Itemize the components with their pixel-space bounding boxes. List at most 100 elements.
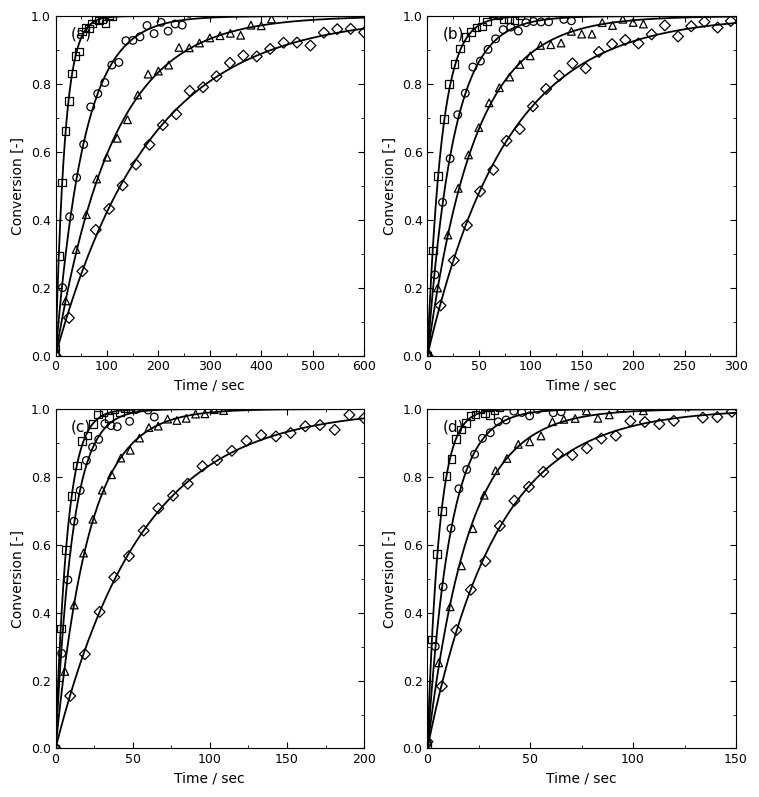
Point [136,401,148,414]
Point [118,401,130,414]
Point [255,19,267,32]
Point [170,108,182,120]
Point [566,449,578,461]
Point [450,624,462,637]
Point [65,489,77,502]
Point [169,18,181,30]
Point [115,452,127,465]
Point [465,26,477,38]
Point [65,689,77,702]
Point [478,489,490,501]
Point [474,402,487,415]
Point [581,442,593,455]
Point [438,112,450,125]
Point [106,10,118,23]
Point [514,123,526,135]
Point [421,349,433,362]
Point [443,77,455,90]
Point [545,38,557,51]
Point [493,401,505,414]
Point [452,108,464,121]
Point [479,407,491,420]
Point [586,28,598,41]
Point [509,14,521,27]
Point [421,739,433,752]
Point [444,152,456,165]
Point [627,16,639,29]
Point [225,27,237,40]
Point [498,13,510,26]
Point [569,412,581,425]
Point [465,583,477,596]
Point [93,606,106,618]
Point [535,430,547,442]
Point [134,432,146,445]
Point [153,502,165,515]
Point [431,548,443,560]
Point [77,547,90,559]
Point [436,196,449,209]
Point [626,399,638,412]
Point [514,9,526,22]
Point [190,408,202,421]
Point [130,403,142,416]
Point [208,403,220,416]
Point [105,419,117,432]
Point [183,41,195,54]
Point [64,210,76,223]
Point [98,406,110,419]
Point [153,65,165,77]
Point [148,27,160,40]
Point [68,599,80,611]
Text: (d): (d) [442,419,465,434]
Point [592,412,604,425]
Point [531,403,543,416]
Point [487,163,499,176]
Point [285,426,297,439]
Point [113,56,125,69]
Point [87,441,99,453]
Point [429,269,441,281]
Point [218,404,230,417]
Point [85,100,97,113]
Point [534,39,546,52]
Point [448,254,460,267]
Point [467,522,479,535]
Point [494,520,506,532]
Point [558,13,570,26]
Point [225,445,238,457]
Point [155,16,167,29]
Point [497,23,509,36]
Point [421,347,433,359]
Point [547,406,559,419]
Point [685,20,698,33]
Point [672,30,684,43]
Point [56,176,68,189]
Point [555,406,567,418]
Point [446,453,458,465]
Point [593,45,605,58]
Point [653,418,666,430]
Point [81,430,93,442]
Point [69,50,81,63]
Point [461,219,473,232]
Point [157,119,169,132]
Point [114,406,126,419]
Point [80,454,93,467]
Point [528,15,540,28]
Point [49,348,61,361]
Point [264,42,276,55]
Point [566,57,578,69]
Point [120,34,132,47]
Y-axis label: Conversion [-]: Conversion [-] [11,530,25,628]
X-axis label: Time / sec: Time / sec [546,379,617,393]
Point [111,420,123,433]
Point [154,399,166,412]
Point [211,453,223,466]
Point [487,6,499,19]
Point [270,430,282,443]
Point [512,25,524,37]
Point [235,29,247,41]
Point [203,32,216,45]
Point [77,138,90,151]
